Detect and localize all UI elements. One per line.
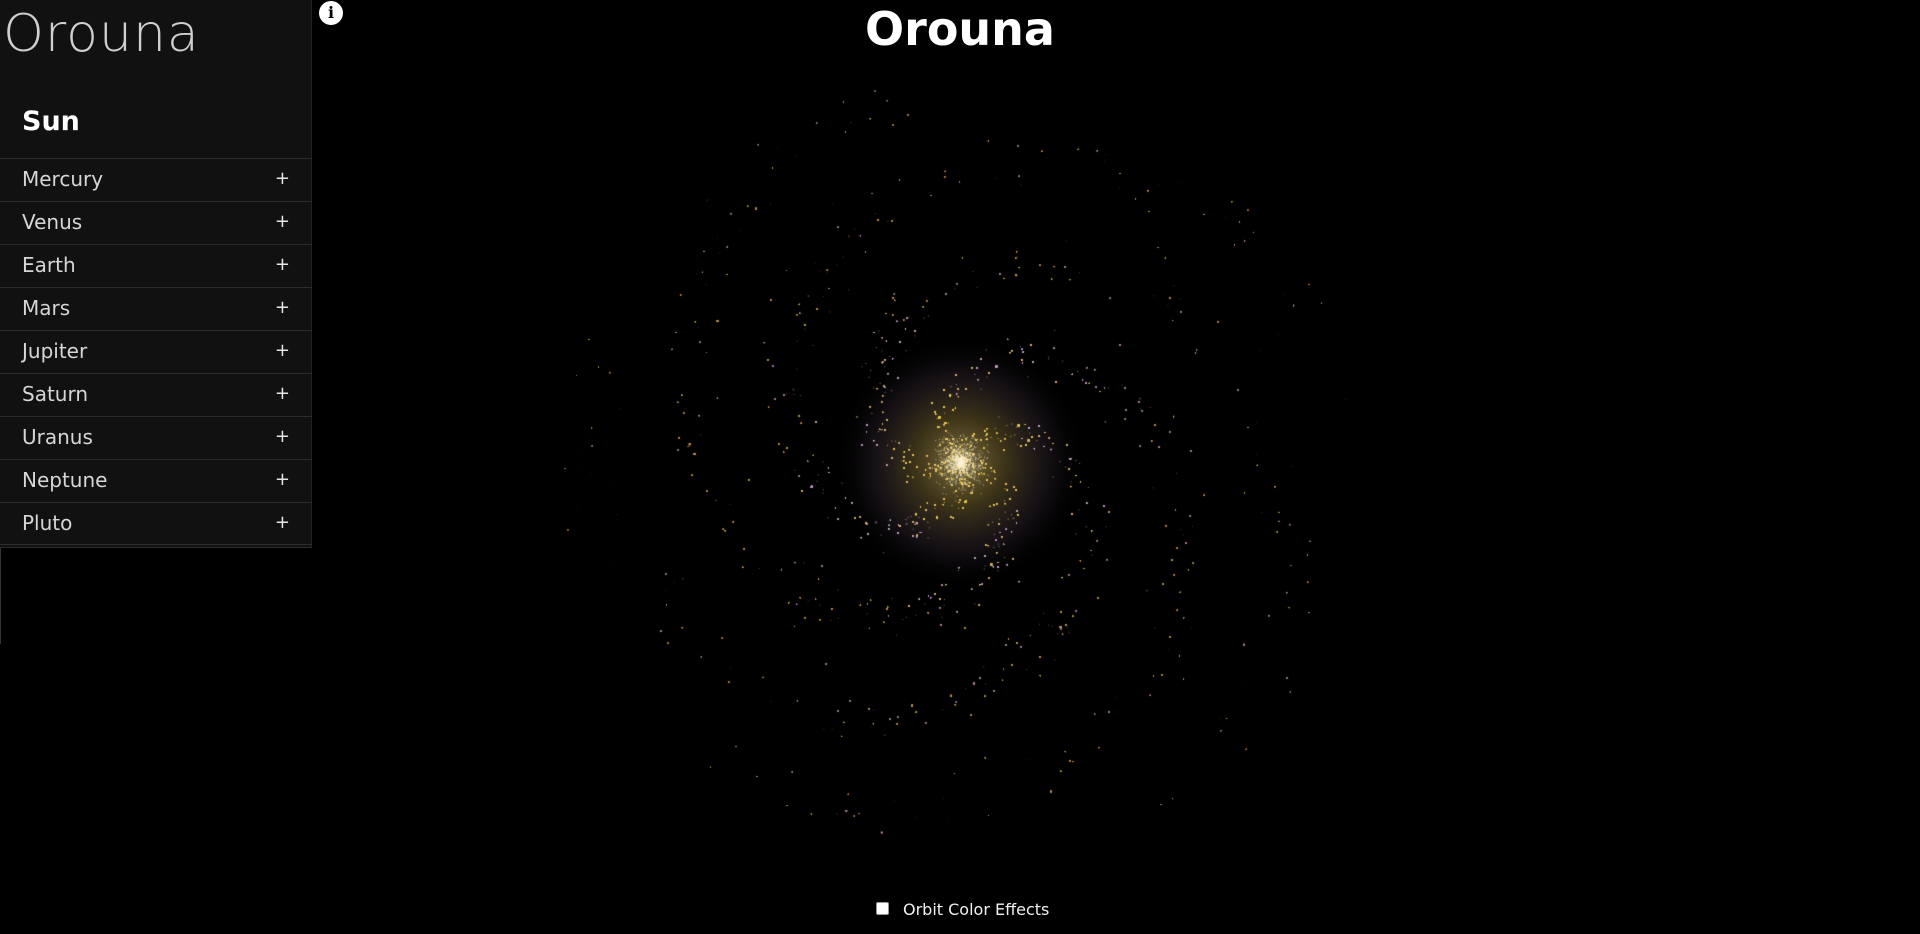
expand-plus-icon[interactable]: + (274, 211, 290, 232)
sidebar-item-pluto[interactable]: Pluto + (0, 502, 312, 545)
sidebar-item-mercury[interactable]: Mercury + (0, 158, 312, 201)
info-icon[interactable]: i (319, 1, 343, 25)
expand-plus-icon[interactable]: + (274, 340, 290, 361)
sidebar-item-saturn[interactable]: Saturn + (0, 373, 312, 416)
sidebar-item-earth[interactable]: Earth + (0, 244, 312, 287)
sidebar-item-label: Earth (22, 253, 76, 277)
sidebar-item-jupiter[interactable]: Jupiter + (0, 330, 312, 373)
orbit-color-effects-checkbox[interactable] (876, 901, 889, 915)
expand-plus-icon[interactable]: + (274, 469, 290, 490)
sidebar-item-label: Saturn (22, 382, 89, 406)
sidebar: Orouna Sun Mercury + Venus + Earth + Mar… (0, 0, 312, 548)
sidebar-divider (0, 548, 1, 644)
sidebar-item-label: Pluto (22, 511, 73, 535)
expand-plus-icon[interactable]: + (274, 168, 290, 189)
brand-logo-text: Orouna (3, 4, 200, 64)
planet-list: Mercury + Venus + Earth + Mars + Jupiter… (0, 158, 312, 545)
sidebar-item-neptune[interactable]: Neptune + (0, 459, 312, 502)
sidebar-item-sun[interactable]: Sun (22, 106, 80, 137)
sidebar-item-mars[interactable]: Mars + (0, 287, 312, 330)
sidebar-item-label: Mars (22, 296, 71, 320)
expand-plus-icon[interactable]: + (274, 297, 290, 318)
expand-plus-icon[interactable]: + (274, 383, 290, 404)
orbit-color-effects-control: Orbit Color Effects (876, 898, 1049, 922)
expand-plus-icon[interactable]: + (274, 254, 290, 275)
sidebar-item-label: Uranus (22, 425, 93, 449)
sidebar-item-uranus[interactable]: Uranus + (0, 416, 312, 459)
expand-plus-icon[interactable]: + (274, 512, 290, 533)
orbit-color-effects-label: Orbit Color Effects (903, 900, 1050, 919)
sidebar-item-venus[interactable]: Venus + (0, 201, 312, 244)
expand-plus-icon[interactable]: + (274, 426, 290, 447)
sidebar-item-label: Venus (22, 210, 83, 234)
sidebar-item-label: Jupiter (22, 339, 88, 363)
sidebar-item-label: Mercury (22, 167, 104, 191)
sidebar-item-label: Neptune (22, 468, 108, 492)
